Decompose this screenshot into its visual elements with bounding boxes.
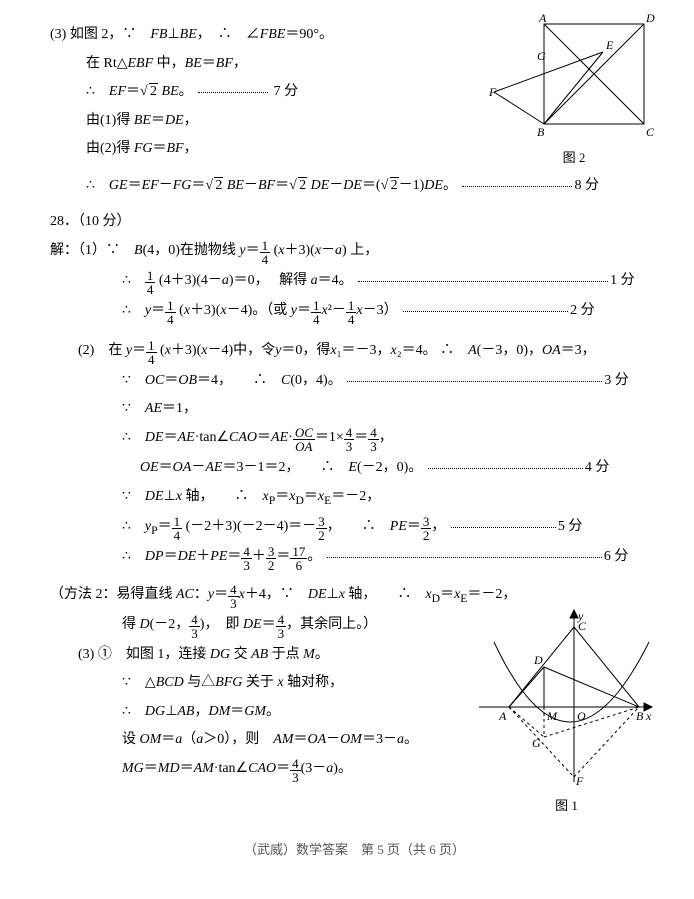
page-footer: （武威）数学答案 第 5 页（共 6 页） [50, 838, 659, 863]
svg-text:A: A [498, 709, 507, 723]
svg-text:x: x [645, 709, 652, 723]
svg-text:F: F [575, 774, 584, 788]
s2-line6: ∵ DE⊥x 轴， ∴ xP＝xD＝xE＝－2， [50, 484, 659, 512]
points-5: 5 分 [558, 519, 583, 534]
s2-line5: OE＝OA－AE＝3－1＝2， ∴ E(－2，0)。 4 分 [50, 455, 659, 482]
p3-line6: ∴ GE＝EF－FG＝2 BE－BF＝2 DE－DE＝(2－1)DE。 8 分 [50, 173, 659, 200]
svg-text:O: O [577, 709, 586, 723]
figure-2: A D B C F E G 图 2 [489, 14, 659, 171]
s2-line2: ∵ OC＝OB＝4， ∴ C(0，4)。 3 分 [50, 368, 659, 395]
s1-line2: ∴ 14 (4＋3)(4－a)＝0， 解得 a＝4。 1 分 [50, 268, 659, 296]
figure-1-svg: y x C D A B M O G F [474, 602, 659, 792]
points-1: 1 分 [610, 273, 635, 288]
figure-1: y x C D A B M O G F 图 1 [474, 602, 659, 819]
s2-line7: ∴ yP＝14 (－2＋3)(－2－4)＝－32， ∴ PE＝32， 5 分 [50, 514, 659, 542]
svg-text:F: F [489, 85, 497, 99]
s2-line8: ∴ DP＝DE＋PE＝43＋32＝176。 6 分 [50, 544, 659, 572]
svg-text:G: G [537, 49, 546, 63]
svg-text:D: D [533, 653, 543, 667]
points-6: 6 分 [604, 549, 629, 564]
svg-text:C: C [646, 125, 655, 139]
svg-text:E: E [605, 38, 614, 52]
svg-text:B: B [636, 709, 644, 723]
figure-1-caption: 图 1 [474, 794, 659, 819]
svg-text:D: D [645, 14, 655, 25]
s2-line1: (2) 在 y＝14 (x＋3)(x－4)中，令y＝0，得x₁＝－3，x₂＝4。… [50, 338, 659, 366]
svg-text:A: A [538, 14, 547, 25]
s1-line3: ∴ y＝14 (x＋3)(x－4)。（或 y＝14x²－14x－3） 2 分 [50, 298, 659, 326]
points-7: 7 分 [274, 84, 299, 99]
q28-heading: 28．（10 分） [50, 209, 659, 236]
svg-text:G: G [532, 736, 541, 750]
points-8: 8 分 [574, 178, 599, 193]
points-3: 3 分 [604, 373, 629, 388]
points-4: 4 分 [585, 460, 610, 475]
s1-line1: 解：（1）∵ B(4，0)在抛物线 y＝14 (x＋3)(x－a) 上， [50, 238, 659, 266]
figure-2-caption: 图 2 [489, 146, 659, 171]
s2-line3: ∵ AE＝1， [50, 396, 659, 423]
svg-text:M: M [546, 709, 558, 723]
svg-text:B: B [537, 125, 545, 139]
figure-2-svg: A D B C F E G [489, 14, 659, 144]
s2-line4: ∴ DE＝AE·tan∠CAO＝AE·OCOA＝1×43＝43， [50, 425, 659, 453]
svg-text:C: C [578, 619, 587, 633]
points-2: 2 分 [570, 303, 595, 318]
